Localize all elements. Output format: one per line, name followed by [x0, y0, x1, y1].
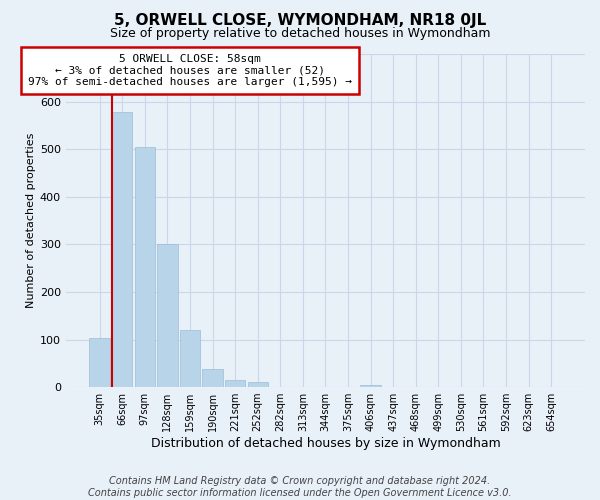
X-axis label: Distribution of detached houses by size in Wymondham: Distribution of detached houses by size … — [151, 437, 500, 450]
Y-axis label: Number of detached properties: Number of detached properties — [26, 133, 36, 308]
Bar — [180, 330, 200, 387]
Bar — [202, 369, 223, 387]
Bar — [112, 112, 133, 387]
Bar — [134, 147, 155, 387]
Bar — [225, 380, 245, 387]
Bar — [361, 384, 381, 387]
Text: 5, ORWELL CLOSE, WYMONDHAM, NR18 0JL: 5, ORWELL CLOSE, WYMONDHAM, NR18 0JL — [114, 12, 486, 28]
Text: Size of property relative to detached houses in Wymondham: Size of property relative to detached ho… — [110, 28, 490, 40]
Bar — [248, 382, 268, 387]
Text: Contains HM Land Registry data © Crown copyright and database right 2024.
Contai: Contains HM Land Registry data © Crown c… — [88, 476, 512, 498]
Bar — [157, 244, 178, 387]
Text: 5 ORWELL CLOSE: 58sqm
← 3% of detached houses are smaller (52)
97% of semi-detac: 5 ORWELL CLOSE: 58sqm ← 3% of detached h… — [28, 54, 352, 88]
Bar — [89, 338, 110, 387]
